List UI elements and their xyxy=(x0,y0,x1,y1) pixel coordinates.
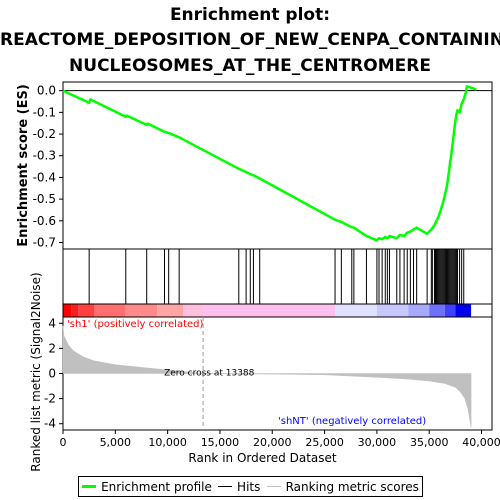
xtick-label: 0 xyxy=(60,436,67,449)
negative-correlation-label: 'shNT' (negatively correlated) xyxy=(278,416,426,427)
rank-color-segment xyxy=(455,304,472,317)
legend-swatch-profile xyxy=(82,485,97,488)
legend-item-hits: Hits xyxy=(218,480,260,494)
chart-title-line-3: NUCLEOSOMES_AT_THE_CENTROMERE xyxy=(69,56,431,76)
es-ytick-label: -0.5 xyxy=(33,192,56,206)
metric-ytick-label: -2 xyxy=(44,392,56,406)
xtick-label: 15,000 xyxy=(201,436,240,449)
legend-label-hits: Hits xyxy=(237,479,261,494)
xtick-label: 40,000 xyxy=(462,436,500,449)
rank-color-segment xyxy=(203,304,336,317)
legend-swatch-metric xyxy=(266,486,281,487)
rank-color-segment xyxy=(157,304,184,317)
es-ytick-label: -0.2 xyxy=(33,127,56,141)
es-panel-frame xyxy=(62,81,493,250)
ranking-metric-area xyxy=(62,325,472,428)
rank-color-segment xyxy=(444,304,456,317)
chart-title-line-1: Enrichment plot: xyxy=(169,5,331,25)
legend-label-profile: Enrichment profile xyxy=(101,479,212,494)
enrichment-profile-line xyxy=(62,85,477,242)
rank-color-segment xyxy=(183,304,204,317)
xtick-label: 20,000 xyxy=(253,436,292,449)
es-ytick-label: -0.6 xyxy=(33,214,56,228)
positive-correlation-label: 'sh1' (positively correlated) xyxy=(67,319,204,330)
es-ytick-label: -0.3 xyxy=(33,149,56,163)
rank-color-segment xyxy=(78,304,95,317)
xtick-label: 10,000 xyxy=(148,436,187,449)
es-ytick-label: -0.1 xyxy=(33,105,56,119)
es-ytick-label: -0.7 xyxy=(33,235,56,249)
rank-color-segment xyxy=(63,304,72,317)
es-ytick-label: 0.0 xyxy=(37,84,56,98)
xtick-label: 5,000 xyxy=(100,436,132,449)
metric-ytick-label: -4 xyxy=(44,417,56,431)
legend: Enrichment profile Hits Ranking metric s… xyxy=(78,476,423,497)
rank-color-segment xyxy=(94,304,126,317)
rank-color-segment xyxy=(376,304,409,317)
rank-color-segment xyxy=(125,304,158,317)
metric-ylabel: Ranked list metric (Signal2Noise) xyxy=(29,272,43,471)
chart-title-line-2: REACTOME_DEPOSITION_OF_NEW_CENPA_CONTAIN… xyxy=(0,30,500,50)
legend-item-metric: Ranking metric scores xyxy=(266,479,419,494)
es-ylabel: Enrichment score (ES) xyxy=(16,84,31,247)
legend-label-metric: Ranking metric scores xyxy=(285,479,419,494)
rank-color-segment xyxy=(335,304,377,317)
legend-swatch-hits xyxy=(218,486,233,487)
rank-color-segment xyxy=(429,304,445,317)
es-ytick-label: -0.4 xyxy=(33,170,56,184)
metric-ytick-label: 4 xyxy=(48,316,56,330)
metric-ytick-label: 0 xyxy=(48,367,56,381)
rank-color-segment xyxy=(408,304,430,317)
hits-panel-frame xyxy=(62,248,493,305)
xtick-label: 35,000 xyxy=(410,436,449,449)
metric-ytick-label: 2 xyxy=(48,341,56,355)
xtick-label: 25,000 xyxy=(305,436,344,449)
legend-item-profile: Enrichment profile xyxy=(82,480,212,494)
xtick-label: 30,000 xyxy=(358,436,397,449)
rank-color-segment xyxy=(71,304,79,317)
xlabel: Rank in Ordered Dataset xyxy=(188,451,336,465)
zero-cross-label: Zero cross at 13388 xyxy=(164,369,255,379)
